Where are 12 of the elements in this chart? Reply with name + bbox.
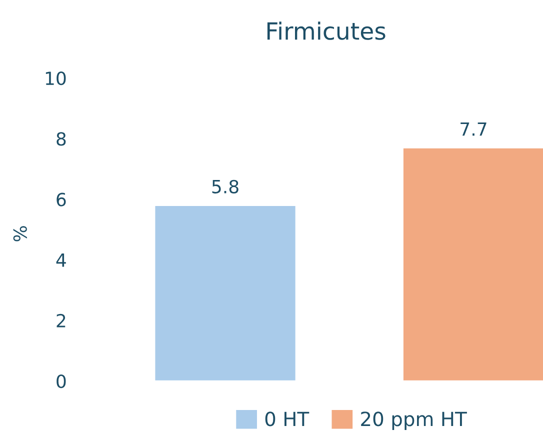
- y-tick-label: 10: [46, 72, 66, 86]
- y-axis-title: %: [13, 226, 27, 242]
- y-tick-label: 0: [56, 374, 66, 388]
- y-tick-label: 4: [56, 254, 66, 267]
- y-tick-label: 2: [56, 314, 66, 328]
- chart-title: Firmicutes: [267, 22, 386, 40]
- data-label: 7.7: [460, 122, 486, 136]
- data-label: 5.8: [212, 180, 238, 194]
- y-tick-label: 8: [56, 132, 66, 146]
- legend-label: 20 ppm HT: [361, 412, 467, 430]
- legend-label: 0 HT: [265, 412, 310, 426]
- y-tick-label: 6: [56, 192, 66, 206]
